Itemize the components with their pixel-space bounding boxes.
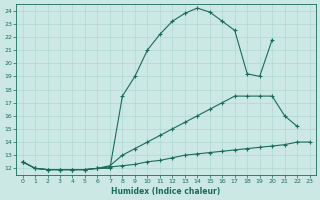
X-axis label: Humidex (Indice chaleur): Humidex (Indice chaleur)	[111, 187, 221, 196]
